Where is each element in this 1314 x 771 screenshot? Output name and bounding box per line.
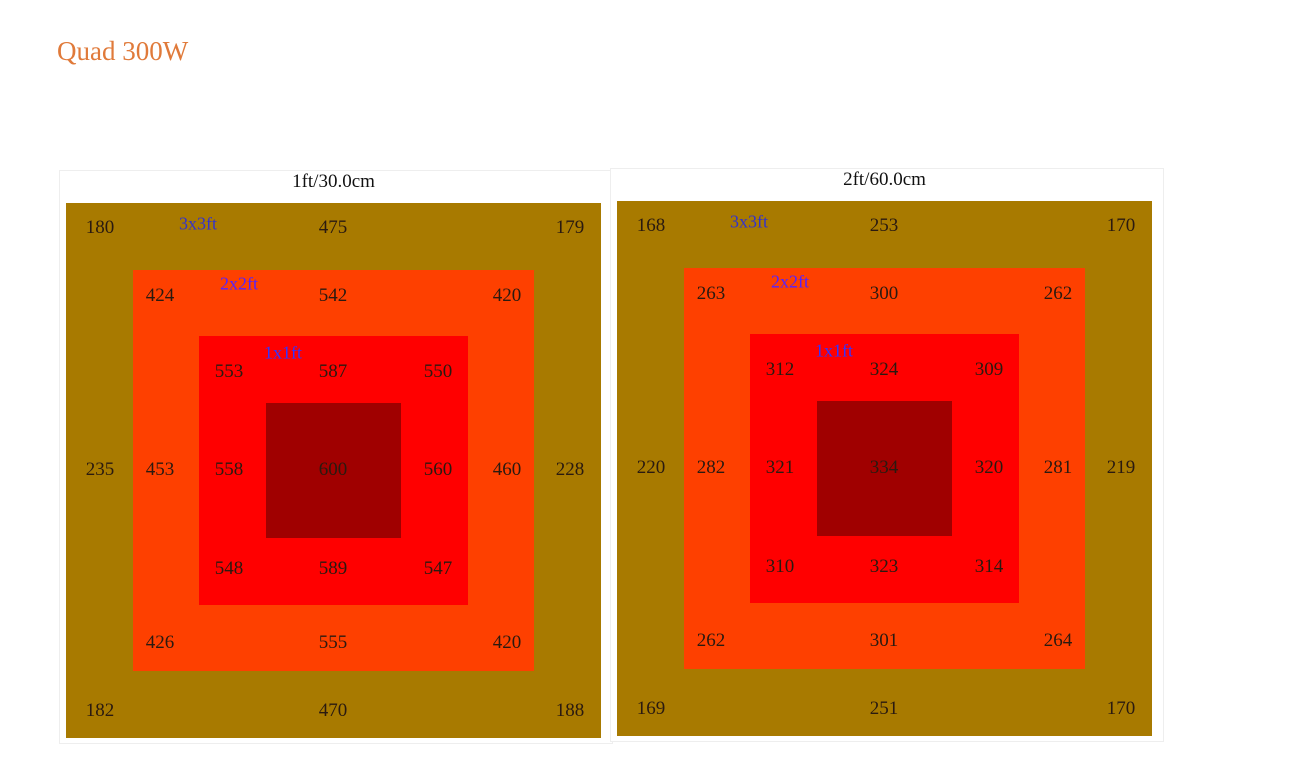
zone-area	[266, 403, 401, 538]
ppfd-value: 550	[423, 361, 453, 382]
zone-label: 1x1ft	[264, 342, 302, 363]
panel-heading: 2ft/60.0cm	[843, 169, 926, 190]
ppfd-value: 314	[974, 556, 1004, 577]
ppfd-value: 262	[696, 630, 726, 651]
ppfd-value: 453	[145, 459, 175, 480]
ppfd-value: 251	[869, 698, 899, 719]
ppfd-value: 426	[145, 632, 175, 653]
ppfd-value: 460	[492, 459, 522, 480]
ppfd-value: 170	[1106, 215, 1136, 236]
ppfd-value: 475	[318, 217, 348, 238]
ppfd-value: 558	[214, 459, 244, 480]
title: Quad 300W	[57, 36, 189, 66]
ppfd-value: 547	[423, 558, 453, 579]
ppfd-value: 589	[318, 558, 348, 579]
ppfd-center-value: 334	[869, 457, 899, 478]
zone-label: 3x3ft	[179, 213, 217, 234]
zone-label: 3x3ft	[730, 211, 768, 232]
ppfd-value: 168	[636, 215, 666, 236]
ppfd-center-value: 600	[318, 459, 348, 480]
ppfd-value: 309	[974, 359, 1004, 380]
ppfd-value: 253	[869, 215, 899, 236]
ppfd-value: 188	[555, 700, 585, 721]
ppfd-value: 264	[1043, 630, 1073, 651]
ppfd-value: 310	[765, 556, 795, 577]
ppfd-value: 542	[318, 285, 348, 306]
ppfd-value: 424	[145, 285, 175, 306]
ppfd-value: 420	[492, 285, 522, 306]
ppfd-value: 219	[1106, 457, 1136, 478]
ppfd-value: 228	[555, 459, 585, 480]
ppfd-value: 262	[1043, 283, 1073, 304]
ppfd-value: 555	[318, 632, 348, 653]
ppfd-value: 321	[765, 457, 795, 478]
ppfd-value: 220	[636, 457, 666, 478]
ppfd-value: 180	[85, 217, 115, 238]
ppfd-value: 301	[869, 630, 899, 651]
ppfd-value: 553	[214, 361, 244, 382]
ppfd-value: 560	[423, 459, 453, 480]
ppfd-value: 179	[555, 217, 585, 238]
ppfd-value: 182	[85, 700, 115, 721]
ppfd-value: 320	[974, 457, 1004, 478]
ppfd-value: 235	[85, 459, 115, 480]
ppfd-value: 587	[318, 361, 348, 382]
zone-label: 1x1ft	[815, 340, 853, 361]
zone-label: 2x2ft	[220, 273, 258, 294]
ppfd-value: 169	[636, 698, 666, 719]
panel-heading: 1ft/30.0cm	[292, 171, 375, 192]
ppfd-value: 470	[318, 700, 348, 721]
zone-label: 2x2ft	[771, 271, 809, 292]
ppfd-value: 312	[765, 359, 795, 380]
zone-area	[817, 401, 952, 536]
ppfd-value: 170	[1106, 698, 1136, 719]
ppfd-value: 323	[869, 556, 899, 577]
ppfd-value: 300	[869, 283, 899, 304]
ppfd-value: 282	[696, 457, 726, 478]
ppfd-value: 324	[869, 359, 899, 380]
ppfd-value: 263	[696, 283, 726, 304]
ppfd-value: 281	[1043, 457, 1073, 478]
ppfd-value: 548	[214, 558, 244, 579]
ppfd-value: 420	[492, 632, 522, 653]
